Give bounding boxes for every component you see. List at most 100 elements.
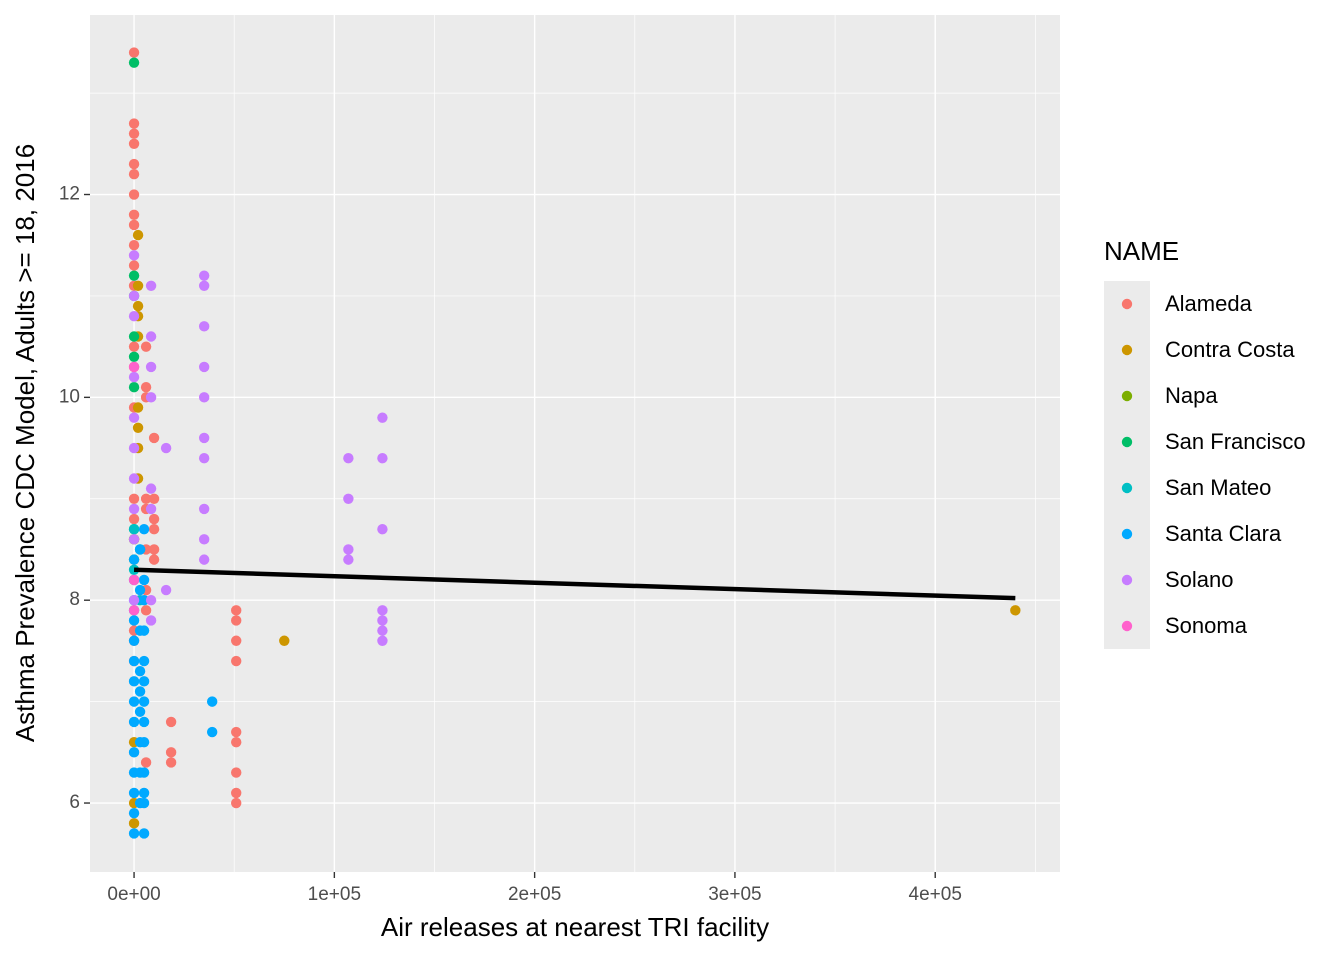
x-axis-title: Air releases at nearest TRI facility xyxy=(381,912,769,942)
point xyxy=(134,584,146,596)
legend-label: Alameda xyxy=(1165,291,1253,316)
point xyxy=(128,635,140,646)
point xyxy=(377,524,388,535)
y-tick-label: 12 xyxy=(59,184,80,205)
point xyxy=(128,818,140,829)
point xyxy=(145,280,157,291)
point xyxy=(128,676,140,687)
point xyxy=(148,554,160,565)
point xyxy=(140,605,152,616)
point xyxy=(231,635,242,646)
point xyxy=(138,524,150,535)
point xyxy=(128,554,140,565)
point xyxy=(128,615,140,626)
x-tick-label: 1e+05 xyxy=(308,884,361,905)
point xyxy=(160,584,172,596)
point xyxy=(128,128,140,139)
point xyxy=(138,828,150,839)
legend-label: Napa xyxy=(1165,383,1218,408)
point xyxy=(138,676,150,687)
y-tick-label: 6 xyxy=(69,792,80,813)
point xyxy=(377,625,388,636)
legend-label: Contra Costa xyxy=(1165,337,1295,362)
point xyxy=(145,331,157,342)
grid xyxy=(90,15,1060,872)
point xyxy=(206,726,218,738)
point xyxy=(128,331,140,342)
point xyxy=(128,716,140,728)
point xyxy=(343,554,354,565)
point xyxy=(138,767,150,778)
point xyxy=(198,321,210,332)
point xyxy=(128,158,140,170)
point xyxy=(231,767,242,778)
point xyxy=(128,260,140,271)
point xyxy=(145,503,157,515)
point xyxy=(198,270,210,281)
point xyxy=(138,655,150,667)
point xyxy=(148,432,160,444)
point xyxy=(138,625,150,636)
point xyxy=(231,655,242,667)
trend-line xyxy=(133,567,1016,601)
point xyxy=(128,270,140,281)
point xyxy=(198,392,210,403)
axes: 0e+00 1e+05 2e+05 3e+05 4e+05 6 8 10 12 xyxy=(59,184,962,905)
point xyxy=(128,594,140,606)
point xyxy=(198,361,210,373)
point xyxy=(128,382,140,393)
point xyxy=(128,219,140,231)
legend-key xyxy=(1121,344,1133,356)
point xyxy=(231,615,242,626)
point xyxy=(148,524,160,535)
point xyxy=(128,250,140,261)
legend: Alameda Contra Costa Napa San Francisco San … xyxy=(1104,281,1306,649)
point xyxy=(128,442,140,454)
point xyxy=(231,726,242,738)
point xyxy=(134,665,146,677)
legend-label: Solano xyxy=(1165,567,1234,592)
point xyxy=(132,402,144,413)
y-tick-label: 8 xyxy=(69,589,80,610)
point xyxy=(343,493,354,504)
point xyxy=(377,453,388,464)
legend-key xyxy=(1121,482,1133,494)
y-tick-label: 10 xyxy=(59,386,80,407)
point xyxy=(206,696,218,707)
point xyxy=(138,736,150,748)
legend-label: San Mateo xyxy=(1165,475,1271,500)
point xyxy=(140,493,152,504)
legend-label: Santa Clara xyxy=(1165,521,1282,546)
point xyxy=(134,706,146,717)
point xyxy=(128,169,140,180)
point xyxy=(128,513,140,525)
point xyxy=(138,797,150,809)
point xyxy=(134,686,146,697)
point xyxy=(377,605,388,616)
legend-key xyxy=(1121,298,1133,310)
x-tick-label: 4e+05 xyxy=(909,884,962,905)
point xyxy=(128,371,140,383)
legend-key xyxy=(1121,390,1133,402)
point xyxy=(145,483,157,494)
point xyxy=(140,757,152,768)
point xyxy=(128,351,140,362)
point xyxy=(128,209,140,220)
point xyxy=(148,513,160,525)
point xyxy=(128,290,140,302)
y-axis-title: Asthma Prevalence CDC Model, Adults >= 1… xyxy=(10,144,40,742)
point xyxy=(138,787,150,799)
point xyxy=(128,341,140,352)
point xyxy=(128,138,140,150)
point xyxy=(165,716,177,728)
legend-title: NAME xyxy=(1104,236,1179,266)
point xyxy=(138,716,150,728)
point xyxy=(128,189,140,200)
point xyxy=(128,503,140,515)
point xyxy=(279,635,290,646)
legend-label: Sonoma xyxy=(1165,613,1248,638)
point xyxy=(231,736,242,748)
point xyxy=(132,280,144,291)
legend-label: San Francisco xyxy=(1165,429,1306,454)
